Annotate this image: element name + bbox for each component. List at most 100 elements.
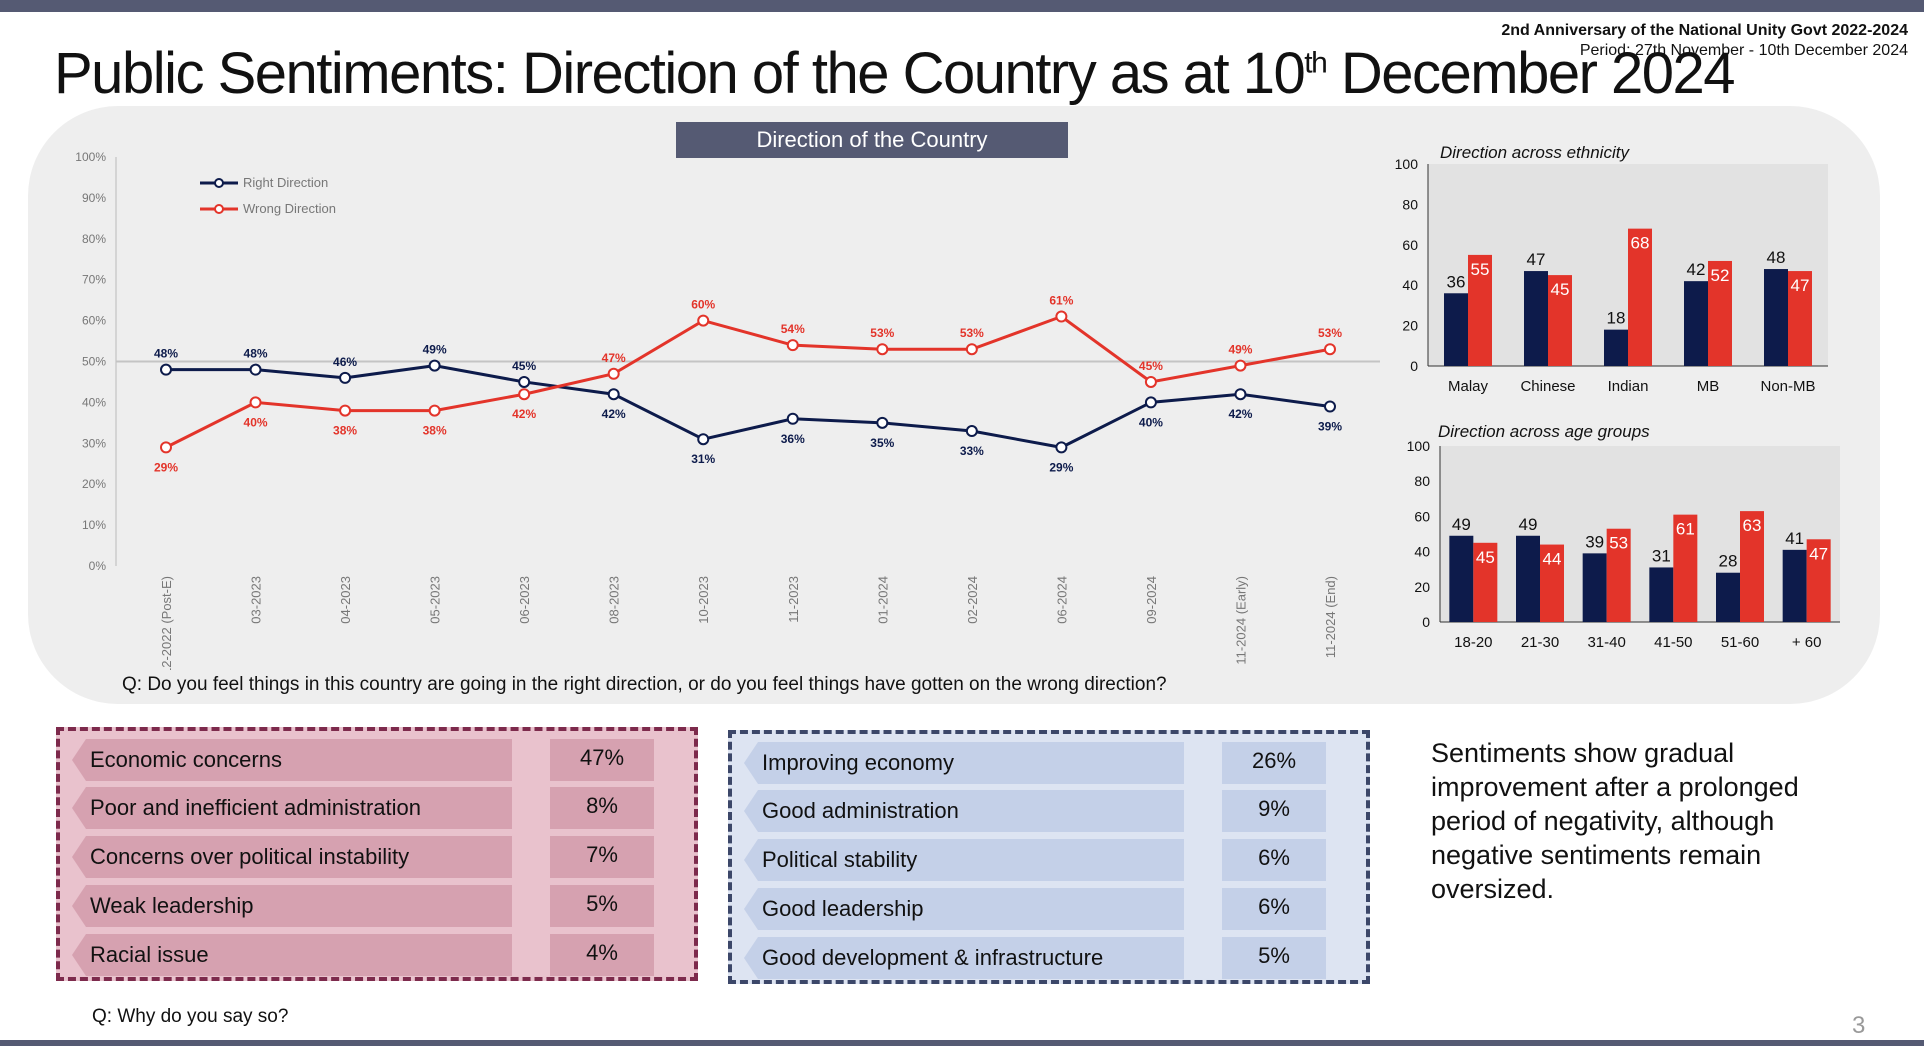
wrong-direction-bar: [1468, 254, 1492, 366]
wrong-direction-data-label: 53%: [1318, 326, 1342, 340]
title-main: Public Sentiments: Direction of the Coun…: [54, 41, 1306, 106]
y-tick-label: 0: [1422, 614, 1430, 630]
anniversary-label: 2nd Anniversary of the National Unity Go…: [1501, 22, 1908, 39]
negative-reason-value: 47%: [550, 739, 654, 781]
wrong-direction-data-label: 53%: [870, 326, 894, 340]
right-direction-value-label: 49: [1452, 515, 1471, 534]
wrong-direction-point: [1324, 343, 1336, 356]
period-label: Period: 27th November - 10th December 20…: [1579, 42, 1908, 59]
wrong-direction-value-label: 45: [1551, 280, 1570, 299]
wrong-direction-point: [1055, 310, 1068, 323]
y-tick-label: 40: [1414, 544, 1430, 560]
wrong-direction-value-label: 68: [1631, 234, 1650, 253]
negative-reason-value: 8%: [550, 787, 654, 829]
wrong-direction-bar: [1806, 539, 1831, 622]
wrong-direction-bar: [1473, 542, 1498, 622]
positive-reason-label: Good leadership: [744, 888, 1184, 930]
right-direction-value-label: 47: [1527, 250, 1546, 269]
y-tick-label: 40: [1402, 277, 1418, 293]
wrong-direction-point: [1234, 359, 1247, 372]
negative-reason-label: Racial issue: [72, 934, 512, 976]
right-direction-data-label: 48%: [244, 347, 268, 361]
positive-reason-value: 6%: [1222, 888, 1326, 930]
wrong-direction-data-label: 61%: [1049, 294, 1073, 308]
y-tick-label: 0%: [89, 559, 107, 573]
right-direction-point: [1144, 396, 1157, 409]
wrong-direction-point: [876, 343, 889, 356]
x-tick-label: 11-2024 (Early): [1233, 576, 1248, 665]
right-direction-data-label: 45%: [512, 359, 536, 373]
negative-reason-value: 5%: [550, 885, 654, 927]
y-tick-label: 60%: [82, 314, 106, 328]
wrong-direction-data-label: 29%: [154, 460, 178, 474]
x-tick-label: 10-2023: [696, 576, 711, 624]
wrong-direction-bar: [1740, 511, 1764, 622]
wrong-direction-data-label: 49%: [1228, 343, 1252, 357]
wrong-direction-point: [339, 404, 352, 417]
right-direction-bar: [1684, 281, 1708, 366]
wrong-direction-data-label: 40%: [244, 415, 268, 429]
wrong-direction-point: [786, 339, 799, 352]
wrong-direction-data-label: 42%: [512, 407, 536, 421]
y-tick-label: 70%: [82, 273, 106, 287]
wrong-direction-point: [428, 404, 441, 417]
wrong-direction-bar: [1548, 275, 1572, 366]
wrong-direction-point: [697, 314, 710, 327]
wrong-direction-data-label: 60%: [691, 298, 715, 312]
right-direction-bar: [1604, 329, 1628, 366]
wrong-direction-data-label: 47%: [602, 351, 626, 365]
right-direction-data-label: 42%: [1228, 407, 1252, 421]
y-tick-label: 60: [1414, 508, 1430, 524]
right-direction-point: [697, 433, 710, 446]
bottom-bar: [0, 1040, 1924, 1046]
right-direction-bar: [1444, 293, 1468, 366]
right-direction-data-label: 40%: [1139, 415, 1163, 429]
wrong-direction-point: [518, 388, 531, 401]
x-tick-label: 06-2024: [1054, 576, 1069, 624]
y-tick-label: 10%: [82, 518, 106, 532]
negative-reason-label: Poor and inefficient administration: [72, 787, 512, 829]
top-bar: [0, 0, 1924, 12]
x-tick-label: 02-2024: [965, 576, 980, 624]
title-superscript: th: [1304, 46, 1328, 80]
age-bar-chart: 0 20 40 60 80 100 49 45 18-20 49 44 21-30 39 53 31-40 3…: [1407, 438, 1840, 651]
right-direction-data-label: 42%: [602, 407, 626, 421]
y-tick-label: 100: [1407, 438, 1431, 454]
why-question: Q: Why do you say so?: [92, 1006, 289, 1027]
right-direction-value-label: 48: [1767, 248, 1786, 267]
wrong-direction-point: [249, 396, 262, 409]
legend-marker: [214, 204, 224, 214]
right-direction-point: [1234, 388, 1247, 401]
right-direction-line: [166, 364, 1331, 449]
positive-reason-label: Political stability: [744, 839, 1184, 881]
right-direction-point: [160, 363, 172, 376]
wrong-direction-bar: [1708, 260, 1732, 366]
wrong-direction-bar: [1606, 528, 1631, 622]
wrong-direction-bar: [1673, 514, 1698, 622]
page-title: Public Sentiments: Direction of the Coun…: [54, 40, 1736, 107]
wrong-direction-value-label: 53: [1609, 534, 1628, 553]
y-tick-label: 20: [1402, 318, 1418, 334]
right-direction-bar: [1516, 535, 1540, 622]
wrong-direction-line: [165, 314, 1331, 449]
right-direction-value-label: 36: [1447, 272, 1466, 291]
wrong-direction-data-label: 54%: [781, 322, 805, 336]
right-direction-bar: [1764, 269, 1788, 366]
plot-background: [1440, 446, 1840, 622]
right-direction-point: [428, 359, 441, 372]
negative-reason-label: Concerns over political instability: [72, 836, 512, 878]
wrong-direction-value-label: 45: [1476, 548, 1495, 567]
wrong-direction-point: [965, 343, 978, 356]
right-direction-bar: [1716, 572, 1740, 622]
wrong-direction-value-label: 44: [1543, 550, 1562, 569]
right-direction-data-label: 36%: [781, 432, 805, 446]
right-direction-bar: [1649, 567, 1674, 622]
x-category-label: Non-MB: [1760, 378, 1815, 395]
right-direction-point: [965, 425, 978, 438]
right-direction-point: [1324, 400, 1336, 413]
y-tick-label: 80%: [82, 232, 106, 246]
y-tick-label: 80: [1414, 473, 1430, 489]
right-direction-value-label: 41: [1785, 529, 1804, 548]
legend-label: Right Direction: [243, 175, 328, 190]
right-direction-point: [518, 375, 531, 388]
